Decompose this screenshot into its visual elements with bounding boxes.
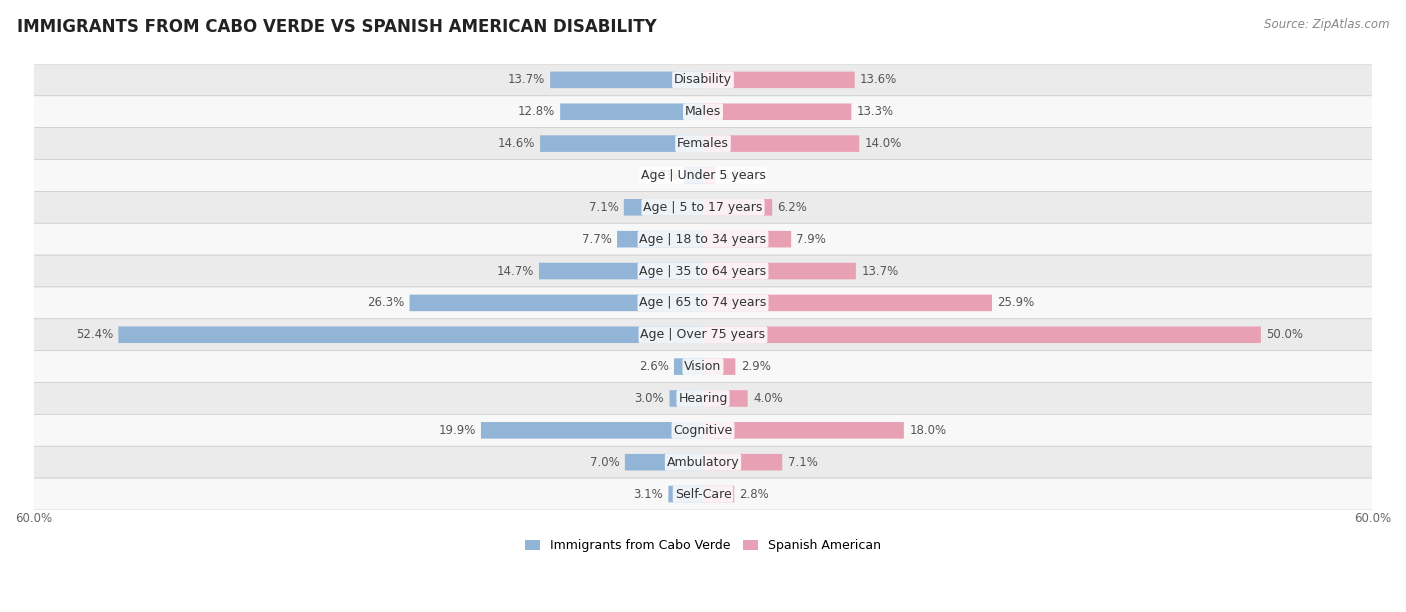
Text: 7.0%: 7.0% (589, 456, 620, 469)
Text: 13.7%: 13.7% (862, 264, 898, 277)
FancyBboxPatch shape (703, 231, 792, 247)
FancyBboxPatch shape (34, 255, 1372, 287)
Text: 7.1%: 7.1% (589, 201, 619, 214)
FancyBboxPatch shape (668, 486, 703, 502)
FancyBboxPatch shape (703, 486, 734, 502)
Text: Age | 5 to 17 years: Age | 5 to 17 years (644, 201, 762, 214)
Text: Age | 65 to 74 years: Age | 65 to 74 years (640, 296, 766, 310)
Text: Vision: Vision (685, 360, 721, 373)
FancyBboxPatch shape (538, 263, 703, 279)
Text: 1.1%: 1.1% (721, 169, 751, 182)
Text: 4.0%: 4.0% (754, 392, 783, 405)
FancyBboxPatch shape (409, 294, 703, 311)
Text: 2.8%: 2.8% (740, 488, 769, 501)
FancyBboxPatch shape (560, 103, 703, 120)
FancyBboxPatch shape (34, 382, 1372, 414)
Text: Females: Females (678, 137, 728, 150)
FancyBboxPatch shape (34, 128, 1372, 160)
Text: 1.7%: 1.7% (648, 169, 679, 182)
FancyBboxPatch shape (34, 319, 1372, 351)
Text: 60.0%: 60.0% (1354, 512, 1391, 524)
Legend: Immigrants from Cabo Verde, Spanish American: Immigrants from Cabo Verde, Spanish Amer… (520, 534, 886, 558)
Text: 52.4%: 52.4% (76, 328, 112, 341)
Text: 13.7%: 13.7% (508, 73, 544, 86)
FancyBboxPatch shape (481, 422, 703, 439)
Text: Age | Over 75 years: Age | Over 75 years (641, 328, 765, 341)
Text: 7.1%: 7.1% (787, 456, 817, 469)
Text: 14.6%: 14.6% (498, 137, 534, 150)
Text: 6.2%: 6.2% (778, 201, 807, 214)
Text: 3.0%: 3.0% (634, 392, 664, 405)
FancyBboxPatch shape (34, 478, 1372, 510)
FancyBboxPatch shape (624, 199, 703, 215)
Text: 26.3%: 26.3% (367, 296, 404, 310)
FancyBboxPatch shape (34, 287, 1372, 319)
Text: Cognitive: Cognitive (673, 424, 733, 437)
FancyBboxPatch shape (703, 199, 772, 215)
Text: Age | 18 to 34 years: Age | 18 to 34 years (640, 233, 766, 245)
Text: Hearing: Hearing (678, 392, 728, 405)
Text: IMMIGRANTS FROM CABO VERDE VS SPANISH AMERICAN DISABILITY: IMMIGRANTS FROM CABO VERDE VS SPANISH AM… (17, 18, 657, 36)
FancyBboxPatch shape (34, 223, 1372, 255)
FancyBboxPatch shape (685, 167, 703, 184)
FancyBboxPatch shape (617, 231, 703, 247)
Text: 19.9%: 19.9% (439, 424, 475, 437)
Text: Males: Males (685, 105, 721, 118)
FancyBboxPatch shape (703, 72, 855, 88)
FancyBboxPatch shape (118, 326, 703, 343)
FancyBboxPatch shape (34, 96, 1372, 128)
FancyBboxPatch shape (703, 263, 856, 279)
FancyBboxPatch shape (550, 72, 703, 88)
Text: Self-Care: Self-Care (675, 488, 731, 501)
Text: 25.9%: 25.9% (997, 296, 1035, 310)
Text: Age | Under 5 years: Age | Under 5 years (641, 169, 765, 182)
FancyBboxPatch shape (703, 359, 735, 375)
Text: 13.3%: 13.3% (856, 105, 894, 118)
Text: 18.0%: 18.0% (910, 424, 946, 437)
FancyBboxPatch shape (669, 390, 703, 407)
Text: 3.1%: 3.1% (633, 488, 664, 501)
FancyBboxPatch shape (703, 390, 748, 407)
Text: 2.6%: 2.6% (638, 360, 669, 373)
Text: 50.0%: 50.0% (1267, 328, 1303, 341)
FancyBboxPatch shape (34, 446, 1372, 478)
FancyBboxPatch shape (34, 64, 1372, 96)
FancyBboxPatch shape (703, 326, 1261, 343)
Text: 12.8%: 12.8% (517, 105, 555, 118)
Text: 2.9%: 2.9% (741, 360, 770, 373)
Text: Disability: Disability (673, 73, 733, 86)
FancyBboxPatch shape (34, 192, 1372, 223)
FancyBboxPatch shape (673, 359, 703, 375)
FancyBboxPatch shape (703, 422, 904, 439)
Text: Ambulatory: Ambulatory (666, 456, 740, 469)
FancyBboxPatch shape (703, 167, 716, 184)
FancyBboxPatch shape (703, 103, 852, 120)
Text: 60.0%: 60.0% (15, 512, 52, 524)
FancyBboxPatch shape (34, 414, 1372, 446)
Text: 7.9%: 7.9% (796, 233, 827, 245)
FancyBboxPatch shape (540, 135, 703, 152)
Text: 14.7%: 14.7% (496, 264, 534, 277)
Text: 14.0%: 14.0% (865, 137, 901, 150)
Text: 7.7%: 7.7% (582, 233, 612, 245)
Text: Age | 35 to 64 years: Age | 35 to 64 years (640, 264, 766, 277)
FancyBboxPatch shape (703, 135, 859, 152)
Text: Source: ZipAtlas.com: Source: ZipAtlas.com (1264, 18, 1389, 31)
Text: 13.6%: 13.6% (860, 73, 897, 86)
FancyBboxPatch shape (34, 160, 1372, 192)
FancyBboxPatch shape (703, 454, 782, 471)
FancyBboxPatch shape (624, 454, 703, 471)
FancyBboxPatch shape (703, 294, 993, 311)
FancyBboxPatch shape (34, 351, 1372, 382)
